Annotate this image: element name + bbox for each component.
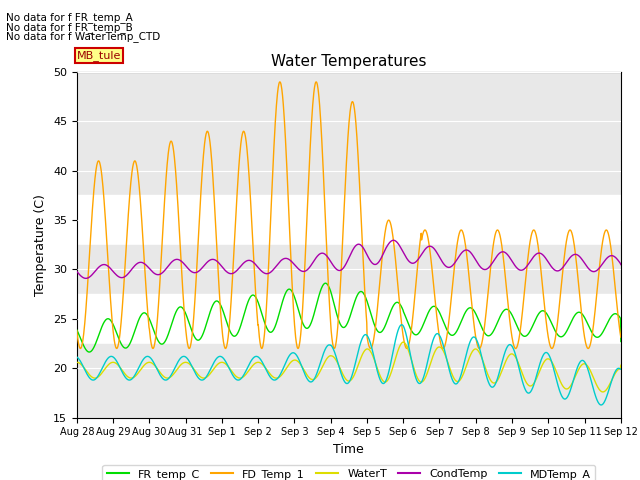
Bar [77,294,621,344]
X-axis label: Time: Time [333,443,364,456]
Bar [77,72,621,195]
Text: No data for f WaterTemp_CTD: No data for f WaterTemp_CTD [6,31,161,42]
Title: Water Temperatures: Water Temperatures [271,54,426,70]
Bar [77,344,621,418]
Text: MB_tule: MB_tule [77,50,121,61]
Text: No data for f FR_temp_B: No data for f FR_temp_B [6,22,133,33]
Bar [77,195,621,245]
Bar [77,245,621,294]
Text: No data for f FR_temp_A: No data for f FR_temp_A [6,12,133,23]
Y-axis label: Temperature (C): Temperature (C) [35,194,47,296]
Legend: FR_temp_C, FD_Temp_1, WaterT, CondTemp, MDTemp_A: FR_temp_C, FD_Temp_1, WaterT, CondTemp, … [102,465,595,480]
